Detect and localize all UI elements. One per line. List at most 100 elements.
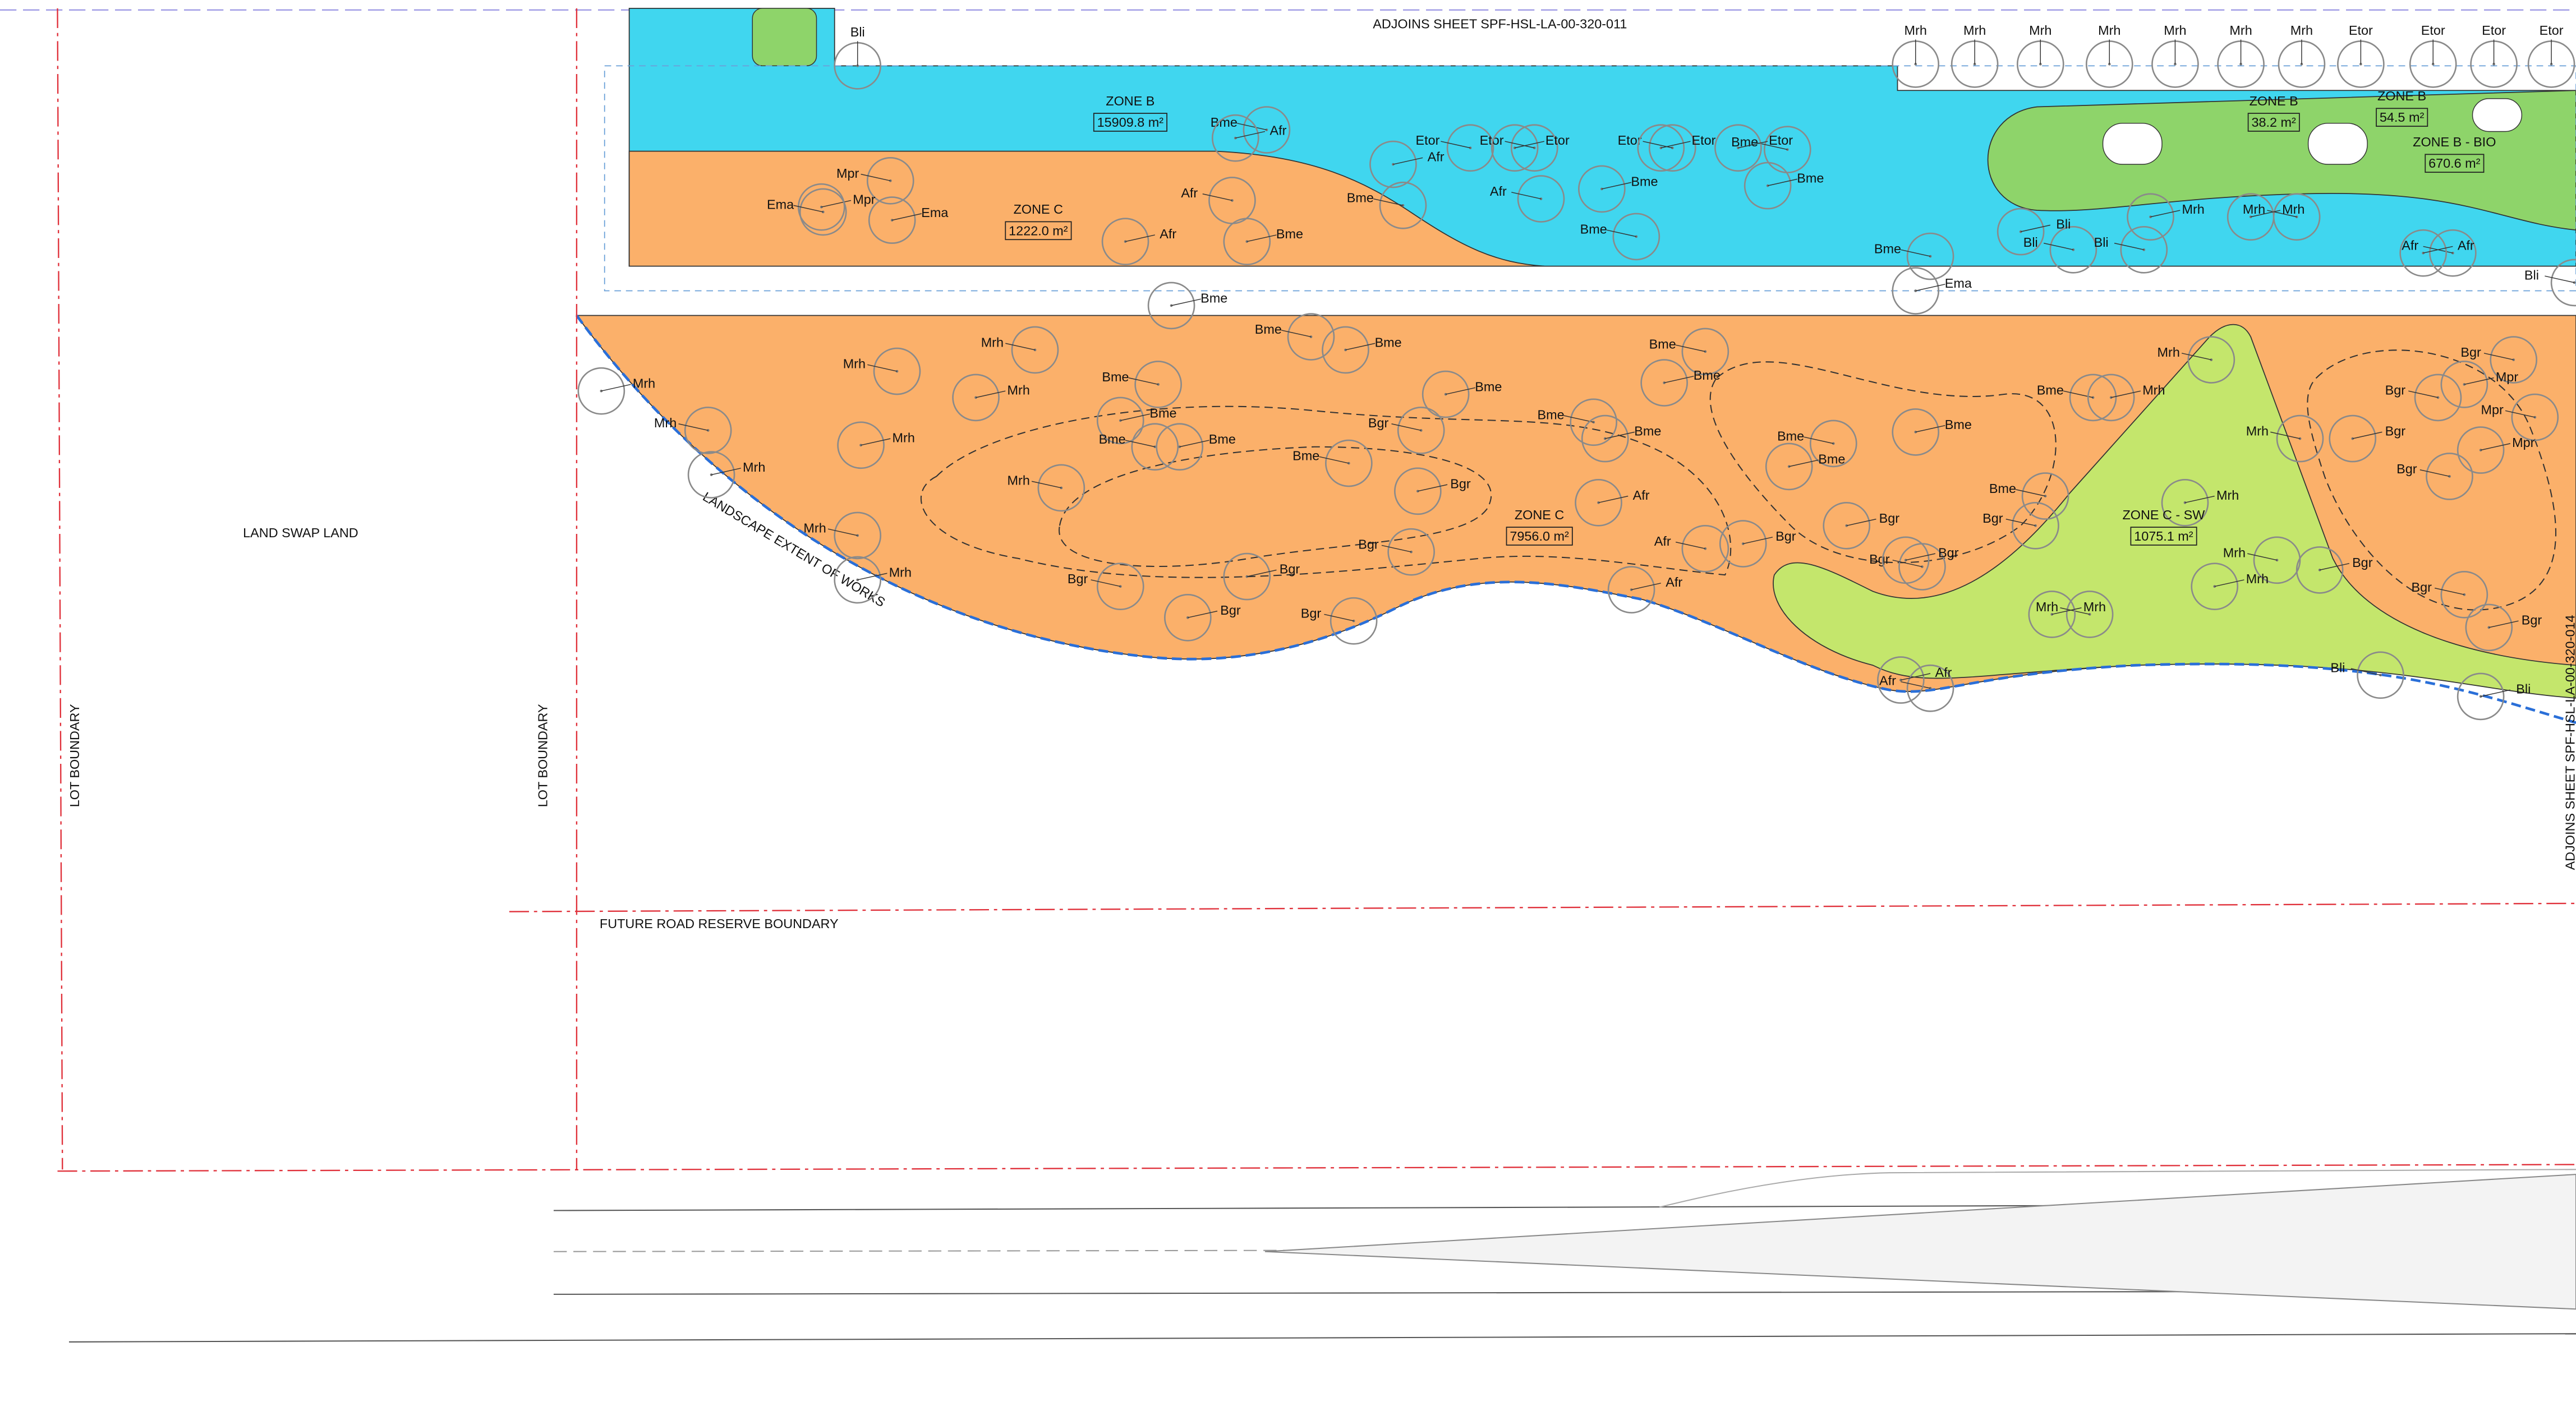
plant-label: Bgr xyxy=(1775,529,1796,543)
tree xyxy=(1681,328,1729,376)
plant-label: Afr xyxy=(1160,227,1176,241)
tree xyxy=(2550,259,2576,307)
leader xyxy=(1915,284,1945,292)
plant-label: Bme xyxy=(1200,290,1227,305)
leader xyxy=(1606,229,1637,237)
leader xyxy=(1664,376,1694,384)
tree xyxy=(2399,229,2447,277)
sheet-ref: ADJOINS SHEET SPF-HSL-LA-00-320-011 xyxy=(1373,16,1627,31)
tree xyxy=(834,511,882,560)
sheet-ref: ADJOINS SHEET SPF-HSL-LA-00-320-014 xyxy=(2563,615,2576,870)
tree-centre xyxy=(2379,674,2382,677)
tree xyxy=(1765,442,1813,491)
tree xyxy=(866,157,914,205)
plant-label: Mrh xyxy=(2098,23,2120,38)
tree xyxy=(1575,479,1622,527)
tree xyxy=(1510,124,1558,172)
tree-centre xyxy=(2298,437,2302,440)
tree xyxy=(1211,114,1259,162)
tree-centre xyxy=(1347,462,1350,465)
tree xyxy=(1648,124,1696,172)
tree xyxy=(1997,208,2045,256)
leader xyxy=(1345,343,1376,351)
tree xyxy=(684,407,732,454)
extent-line xyxy=(576,315,2576,724)
plant-label: Bgr xyxy=(1358,537,1379,552)
green-bed xyxy=(752,8,817,67)
tree-centre xyxy=(895,370,899,373)
plant-label: Etor xyxy=(1691,133,1715,147)
plant-label: Mpr xyxy=(836,166,859,181)
leader xyxy=(1901,681,1931,689)
plant-label: Mrh xyxy=(2158,345,2180,359)
boundary-label: LOT BOUNDARY xyxy=(67,704,82,807)
zone-c-top xyxy=(628,150,1544,267)
tree xyxy=(1325,439,1373,487)
plant-label: Mpr xyxy=(2481,403,2504,417)
leader xyxy=(1505,141,1535,149)
plant-label: Mpr xyxy=(2512,435,2535,450)
zone-area: 1075.1 m² xyxy=(2134,529,2193,543)
tree xyxy=(1809,419,1857,468)
boundary-label: FUTURE ROAD RESERVE BOUNDARY xyxy=(600,916,839,931)
leader xyxy=(1005,343,1036,351)
leader xyxy=(2319,562,2350,571)
leader xyxy=(1246,569,1277,577)
plant-label: Ema xyxy=(767,197,794,211)
plant-label: Afr xyxy=(1269,123,1286,138)
plant-label: Mrh xyxy=(743,460,765,474)
plant-label: Bme xyxy=(2037,382,2064,397)
tree-centre xyxy=(1737,146,1740,150)
zone-name: ZONE B xyxy=(2377,89,2426,103)
tree xyxy=(1882,536,1930,584)
leader xyxy=(1091,579,1121,587)
plant-label: Bme xyxy=(1818,451,1845,466)
tree-centre xyxy=(1741,542,1745,545)
tree xyxy=(1607,566,1655,614)
tree-centre xyxy=(2088,613,2091,616)
tree-centre xyxy=(859,444,862,447)
leader xyxy=(827,528,858,536)
plant-label: Afr xyxy=(1935,665,1952,680)
tree xyxy=(2066,591,2114,638)
lot-line xyxy=(57,8,63,1170)
leader xyxy=(1237,123,1267,131)
tree xyxy=(1744,162,1792,210)
tree xyxy=(868,196,916,244)
plant-label: Bme xyxy=(1276,227,1303,241)
tree xyxy=(1330,597,1378,645)
plant-label: Mrh xyxy=(2083,600,2106,614)
tree xyxy=(1681,525,1729,573)
land-label: LAND SWAP LAND xyxy=(243,525,358,540)
tree xyxy=(1156,423,1204,471)
tree xyxy=(1517,175,1565,223)
tree xyxy=(1397,407,1445,454)
tree-centre xyxy=(1592,421,1595,424)
plant-label: Bme xyxy=(1634,424,1661,439)
plant-label: Mrh xyxy=(803,520,826,535)
plant-label: Bgr xyxy=(1220,603,1241,617)
leader xyxy=(861,173,891,182)
area-box xyxy=(2247,113,2300,132)
tree xyxy=(2227,193,2275,241)
zone-name: ZONE B xyxy=(2250,94,2298,108)
leader xyxy=(1804,436,1834,444)
plant-label: Mrh xyxy=(2216,488,2239,502)
leader xyxy=(1120,413,1151,421)
plant-label: Ema xyxy=(1945,276,1972,290)
leader xyxy=(601,384,631,391)
tree-centre xyxy=(2019,230,2022,233)
leader xyxy=(1188,610,1218,619)
area-box xyxy=(2130,527,2197,546)
leader xyxy=(1171,298,1201,306)
plant-label: Etor xyxy=(1769,133,1793,147)
leader xyxy=(1598,495,1629,504)
tree xyxy=(1570,398,1618,446)
leader xyxy=(867,364,898,372)
tree-centre xyxy=(1845,524,1848,527)
tree-centre xyxy=(2479,695,2482,698)
tree xyxy=(2087,374,2135,422)
tree xyxy=(1096,396,1144,445)
tree xyxy=(1422,370,1470,418)
tree xyxy=(834,556,882,604)
